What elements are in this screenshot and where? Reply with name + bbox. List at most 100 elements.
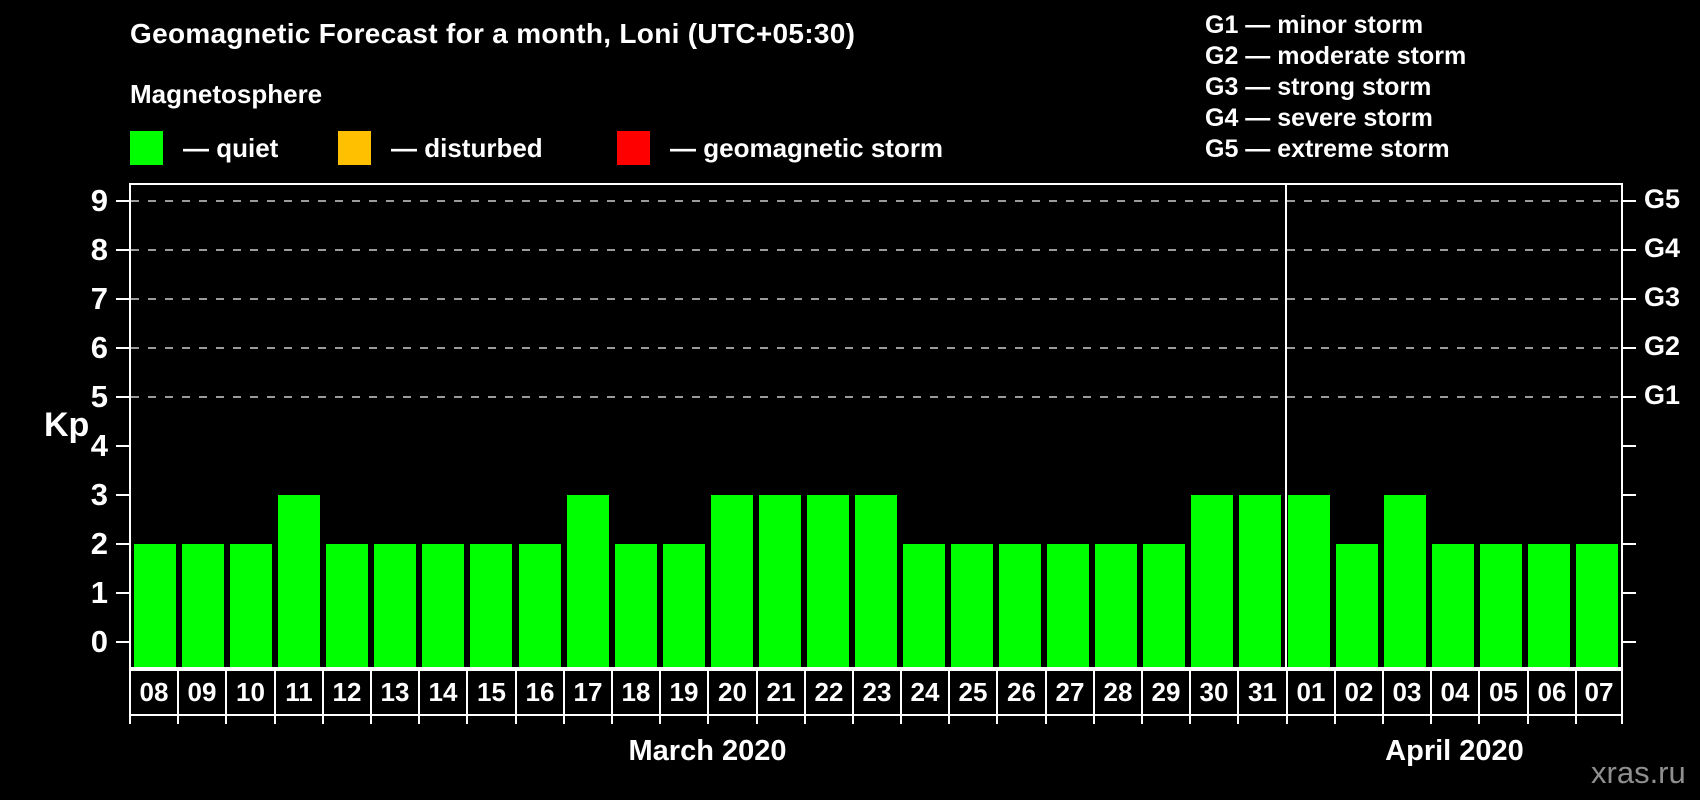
kp-bar-day-15	[470, 544, 512, 667]
gridline-kp9	[131, 200, 1621, 202]
g-legend-line-g2: G2 — moderate storm	[1205, 42, 1467, 70]
day-cell-05: 05	[1478, 669, 1529, 716]
g-scale-legend: G1 — minor storm G2 — moderate storm G3 …	[1205, 10, 1466, 165]
kp-bar-day-24	[903, 544, 945, 667]
chart-subtitle: Magnetosphere	[130, 79, 323, 109]
x-axis-tick	[274, 714, 276, 724]
kp-bar-day-09	[182, 544, 224, 667]
y-tick	[116, 543, 129, 545]
y-tick	[116, 298, 129, 300]
kp-bar-day-26	[999, 544, 1041, 667]
right-tick	[1623, 396, 1636, 398]
right-tick	[1623, 494, 1636, 496]
x-axis-tick	[370, 714, 372, 724]
day-cell-09: 09	[177, 669, 227, 716]
kp-bar-day-17	[567, 495, 609, 667]
x-axis-tick	[466, 714, 468, 724]
right-tick	[1623, 200, 1636, 202]
kp-bar-day-31	[1239, 495, 1281, 667]
x-axis-tick	[515, 714, 517, 724]
right-tick	[1623, 641, 1636, 643]
plot-area	[129, 183, 1623, 669]
day-cell-14: 14	[418, 669, 468, 716]
y-tick-label: 6	[90, 330, 108, 365]
day-cell-15: 15	[466, 669, 517, 716]
x-axis-tick	[1286, 714, 1288, 724]
y-tick	[116, 249, 129, 251]
day-cell-10: 10	[225, 669, 276, 716]
x-axis-tick	[129, 714, 131, 724]
day-cell-03: 03	[1382, 669, 1432, 716]
day-cell-18: 18	[611, 669, 661, 716]
day-cell-23: 23	[852, 669, 902, 716]
y-tick	[116, 445, 129, 447]
x-axis-tick	[418, 714, 420, 724]
day-cell-20: 20	[707, 669, 758, 716]
right-tick	[1623, 592, 1636, 594]
kp-bar-day-07	[1576, 544, 1618, 667]
x-axis-tick	[804, 714, 806, 724]
day-cell-25: 25	[948, 669, 998, 716]
day-cell-27: 27	[1045, 669, 1095, 716]
kp-bar-day-28	[1095, 544, 1137, 667]
legend-item-disturbed: — disturbed	[338, 131, 543, 165]
kp-bar-day-02	[1336, 544, 1378, 667]
x-axis-tick	[177, 714, 179, 724]
g-level-label-g2: G2	[1644, 331, 1681, 361]
g-legend-line-g4: G4 — severe storm	[1205, 104, 1433, 132]
day-cell-08: 08	[129, 669, 179, 716]
x-axis-tick	[1045, 714, 1047, 724]
y-tick	[116, 641, 129, 643]
x-axis-tick	[1334, 714, 1336, 724]
kp-bar-day-11	[278, 495, 320, 667]
g-legend-line-g5: G5 — extreme storm	[1205, 135, 1450, 163]
kp-bar-day-25	[951, 544, 993, 667]
g-level-label-g5: G5	[1644, 184, 1681, 214]
month-label-april: April 2020	[1385, 735, 1524, 767]
x-axis-tick	[1478, 714, 1480, 724]
kp-bar-day-10	[230, 544, 272, 667]
kp-bar-day-12	[326, 544, 368, 667]
day-cell-26: 26	[996, 669, 1047, 716]
x-axis-tick	[707, 714, 709, 724]
day-cell-04: 04	[1430, 669, 1480, 716]
y-tick	[116, 494, 129, 496]
x-axis-tick	[996, 714, 998, 724]
right-tick	[1623, 445, 1636, 447]
legend-item-storm: — geomagnetic storm	[617, 131, 943, 165]
g-level-label-g1: G1	[1644, 380, 1681, 410]
legend-label-storm: — geomagnetic storm	[670, 132, 944, 163]
day-cell-11: 11	[274, 669, 324, 716]
kp-bar-day-18	[615, 544, 657, 667]
x-axis-tick	[322, 714, 324, 724]
x-axis-tick	[1621, 714, 1623, 724]
day-cell-22: 22	[804, 669, 854, 716]
kp-bar-day-23	[855, 495, 897, 667]
g-legend-line-g3: G3 — strong storm	[1205, 73, 1432, 101]
right-tick	[1623, 347, 1636, 349]
chart-title: Geomagnetic Forecast for a month, Loni (…	[130, 18, 856, 49]
y-tick	[116, 592, 129, 594]
day-cell-28: 28	[1093, 669, 1143, 716]
x-axis-tick	[563, 714, 565, 724]
y-tick-label: 7	[90, 281, 108, 316]
kp-bar-day-27	[1047, 544, 1089, 667]
right-tick	[1623, 543, 1636, 545]
x-axis-tick	[1430, 714, 1432, 724]
y-tick-label: 9	[90, 183, 108, 218]
day-cell-30: 30	[1189, 669, 1239, 716]
y-tick	[116, 347, 129, 349]
y-tick-label: 0	[90, 624, 108, 659]
kp-bar-day-22	[807, 495, 849, 667]
day-labels: 08 09 10 11 12 13 14 15 16 17 18 19 20 21 22 23 24 25 26 27…	[129, 669, 1623, 724]
day-cell-01: 01	[1286, 669, 1336, 716]
g-legend-line-g1: G1 — minor storm	[1205, 11, 1424, 39]
kp-bar-day-05	[1480, 544, 1522, 667]
g-level-label-g4: G4	[1644, 233, 1681, 263]
gridline-kp8	[131, 249, 1621, 251]
kp-bar-day-16	[519, 544, 561, 667]
kp-bar-day-03	[1384, 495, 1426, 667]
kp-bar-day-06	[1528, 544, 1570, 667]
month-divider-line	[1285, 185, 1287, 667]
